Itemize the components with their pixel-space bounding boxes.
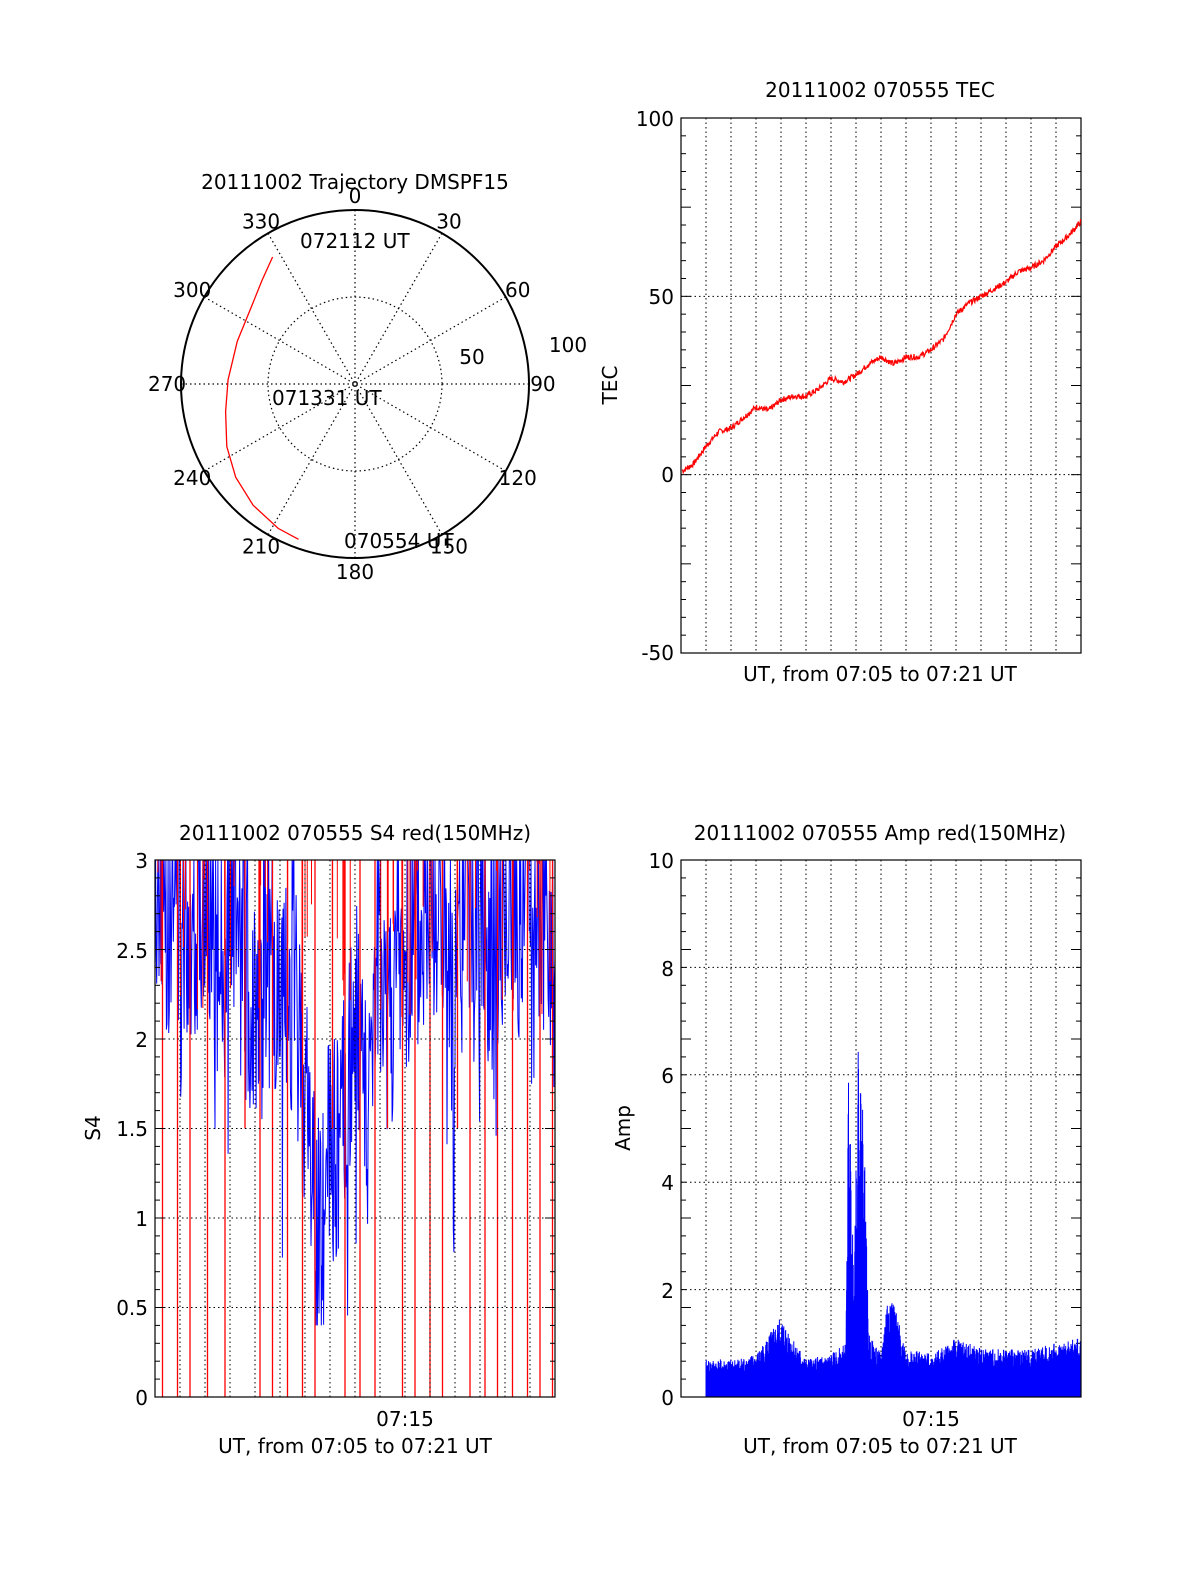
s4-chart: 20111002 070555 S4 red(150MHz) S4 07:15 … xyxy=(81,821,556,1458)
amp-ytick-8: 8 xyxy=(661,957,674,981)
amp-ytick-10: 10 xyxy=(649,849,674,873)
tec-title: 20111002 070555 TEC xyxy=(765,78,995,102)
amp-series xyxy=(705,1051,1082,1398)
trajectory-annotation-end: 072112 UT xyxy=(300,229,410,253)
tec-ytick-neg50: -50 xyxy=(641,641,674,665)
amp-ytick-2: 2 xyxy=(661,1279,674,1303)
polar-r-label-50: 50 xyxy=(459,345,484,369)
trajectory-annotation-start: 070554 UT xyxy=(344,529,454,553)
amp-chart: 20111002 070555 Amp red(150MHz) Amp 07:1… xyxy=(611,821,1082,1458)
trajectory-chart: 20111002 Trajectory DMSPF15 0 30 60 90 120 15… xyxy=(148,170,587,584)
amp-title: 20111002 070555 Amp red(150MHz) xyxy=(694,821,1066,845)
s4-minor-ticks xyxy=(155,859,555,1398)
s4-plot-frame xyxy=(154,859,556,1398)
polar-angle-label-60: 60 xyxy=(505,278,530,302)
tec-ytick-0: 0 xyxy=(661,463,674,487)
trajectory-line xyxy=(224,256,299,540)
amp-xlabel: UT, from 07:05 to 07:21 UT xyxy=(743,1434,1018,1458)
s4-blue-line xyxy=(155,859,556,1326)
polar-grid xyxy=(180,209,530,559)
amp-gridlines xyxy=(681,860,1081,1397)
polar-angle-label-120: 120 xyxy=(499,466,537,490)
polar-angle-label-30: 30 xyxy=(436,209,461,233)
amp-xtick-0715: 07:15 xyxy=(902,1407,960,1431)
polar-angle-label-300: 300 xyxy=(173,278,211,302)
s4-ytick-1: 1 xyxy=(135,1207,148,1231)
tec-ylabel: TEC xyxy=(598,366,622,406)
s4-title: 20111002 070555 S4 red(150MHz) xyxy=(179,821,531,845)
s4-ytick-1_5: 1.5 xyxy=(116,1117,148,1141)
amp-ytick-4: 4 xyxy=(661,1171,674,1195)
tec-plot-frame xyxy=(680,117,1082,654)
polar-angle-label-150: 150 xyxy=(430,535,468,559)
tec-line xyxy=(681,218,1082,475)
amp-plot-frame xyxy=(680,859,1082,1398)
s4-ytick-2: 2 xyxy=(135,1028,148,1052)
polar-angle-label-0: 0 xyxy=(349,184,362,208)
amp-ylabel: Amp xyxy=(611,1105,635,1151)
s4-ytick-2_5: 2.5 xyxy=(116,939,148,963)
polar-angle-labels: 0 30 60 90 120 150 180 210 240 270 300 330 xyxy=(148,184,556,584)
amp-ytick-0: 0 xyxy=(661,1386,674,1410)
s4-ytick-0: 0 xyxy=(135,1386,148,1410)
amp-blue-line xyxy=(705,1051,1082,1398)
polar-r-label-100: 100 xyxy=(549,333,587,357)
polar-angle-label-240: 240 xyxy=(173,466,211,490)
tec-chart: 20111002 070555 TEC TEC UT, from 07:05 t… xyxy=(598,78,1082,686)
tec-ytick-100: 100 xyxy=(636,107,674,131)
polar-angle-label-180: 180 xyxy=(336,560,374,584)
polar-angle-label-270: 270 xyxy=(148,372,186,396)
polar-outer-circle xyxy=(180,209,530,559)
s4-xtick-0715: 07:15 xyxy=(376,1407,434,1431)
amp-ytick-6: 6 xyxy=(661,1064,674,1088)
tec-series xyxy=(681,218,1082,475)
amp-minor-ticks xyxy=(681,859,1081,1398)
s4-gridlines xyxy=(155,860,555,1397)
s4-ylabel: S4 xyxy=(81,1115,105,1140)
trajectory-title: 20111002 Trajectory DMSPF15 xyxy=(201,170,509,194)
tec-gridlines xyxy=(681,118,1081,653)
trajectory-annotation-mid: 071331 UT xyxy=(272,386,382,410)
s4-xlabel: UT, from 07:05 to 07:21 UT xyxy=(218,1434,493,1458)
polar-angle-label-330: 330 xyxy=(242,209,280,233)
tec-ytick-50: 50 xyxy=(649,285,674,309)
polar-angle-label-90: 90 xyxy=(530,372,555,396)
s4-ytick-3: 3 xyxy=(135,849,148,873)
polar-angle-label-210: 210 xyxy=(242,535,280,559)
trajectory-series xyxy=(224,256,299,540)
tec-xlabel: UT, from 07:05 to 07:21 UT xyxy=(743,662,1018,686)
s4-ytick-0_5: 0.5 xyxy=(116,1296,148,1320)
